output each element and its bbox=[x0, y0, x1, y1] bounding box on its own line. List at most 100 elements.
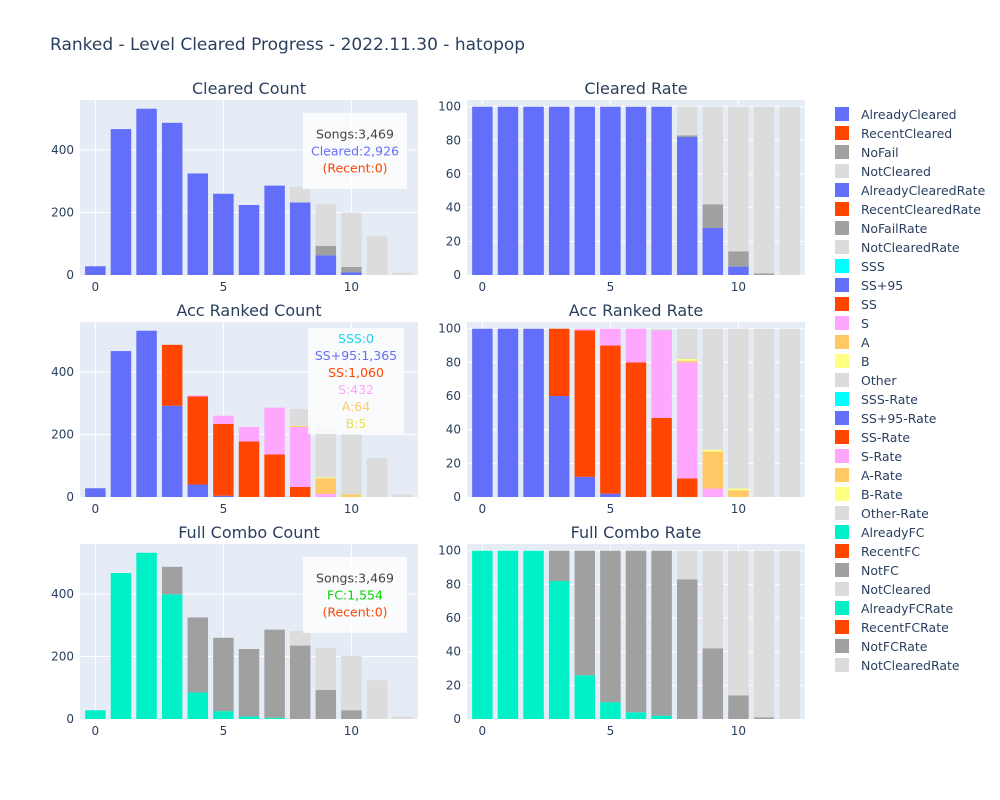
legend-label: AlreadyCleared bbox=[861, 107, 957, 122]
bar-nofailrate bbox=[753, 273, 775, 275]
bar-alreadyclearedrate bbox=[676, 137, 698, 275]
y-tick-label: 40 bbox=[446, 423, 461, 437]
bar-notcleared bbox=[341, 212, 362, 267]
legend-swatch bbox=[835, 145, 849, 159]
legend-label: RecentCleared bbox=[861, 126, 952, 141]
legend-item[interactable]: RecentClearedRate bbox=[835, 202, 981, 217]
bar-notfcrate bbox=[548, 550, 570, 582]
legend-item[interactable]: RecentFCRate bbox=[835, 620, 949, 635]
bar-s-rate bbox=[651, 330, 672, 418]
subplot-title: Cleared Count bbox=[192, 79, 306, 98]
legend-item[interactable]: NotCleared bbox=[835, 582, 931, 597]
legend-item[interactable]: SS+95-Rate bbox=[835, 411, 937, 426]
legend-item[interactable]: RecentCleared bbox=[835, 126, 952, 141]
legend-swatch bbox=[835, 126, 849, 140]
acc-ranked-rate-panel: 0 20 40 60 80 100 0 5 10 Acc Ranked Rate bbox=[438, 301, 805, 516]
legend-item[interactable]: SS+95 bbox=[835, 278, 903, 293]
y-tick-label: 80 bbox=[446, 355, 461, 369]
legend-swatch bbox=[835, 278, 849, 292]
legend-item[interactable]: AlreadyClearedRate bbox=[835, 183, 986, 198]
bar-notfc bbox=[264, 629, 285, 718]
legend-item[interactable]: AlreadyFC bbox=[835, 525, 925, 540]
bar-s bbox=[315, 493, 337, 497]
legend-item[interactable]: B-Rate bbox=[835, 487, 903, 502]
legend-swatch bbox=[835, 373, 849, 387]
legend-item[interactable]: NotClearedRate bbox=[835, 240, 960, 255]
subplot-title: Acc Ranked Count bbox=[176, 301, 321, 320]
y-tick-label: 80 bbox=[446, 577, 461, 591]
legend-item[interactable]: RecentFC bbox=[835, 544, 920, 559]
legend-swatch bbox=[835, 354, 849, 368]
bar-other bbox=[341, 434, 362, 495]
legend-item[interactable]: NotFCRate bbox=[835, 639, 928, 654]
legend-label: S bbox=[861, 316, 869, 331]
legend-item[interactable]: NotFC bbox=[835, 563, 899, 578]
bar-alreadycleared bbox=[341, 272, 362, 275]
y-tick-label: 400 bbox=[51, 143, 74, 157]
x-tick-label: 10 bbox=[344, 724, 359, 738]
y-tick-label: 200 bbox=[51, 206, 74, 220]
bar-notfc bbox=[238, 649, 260, 717]
bar-notfcrate bbox=[728, 695, 749, 719]
legend-label: SS+95-Rate bbox=[861, 411, 937, 426]
bar-alreadycleared bbox=[289, 202, 311, 275]
annotation-line: (Recent:0) bbox=[322, 605, 387, 620]
legend-item[interactable]: A bbox=[835, 335, 870, 350]
legend-label: RecentClearedRate bbox=[861, 202, 981, 217]
bar-notfcrate bbox=[574, 550, 596, 676]
y-tick-label: 0 bbox=[66, 712, 74, 726]
bar-notfc bbox=[315, 689, 337, 719]
x-tick-label: 5 bbox=[607, 280, 615, 294]
bar-a-rate bbox=[676, 360, 698, 363]
legend-item[interactable]: Other bbox=[835, 373, 897, 388]
legend-label: A bbox=[861, 335, 870, 350]
bar-alreadyfcrate bbox=[523, 550, 544, 719]
legend-swatch bbox=[835, 430, 849, 444]
bar-s bbox=[238, 427, 260, 442]
legend-item[interactable]: NotClearedRate bbox=[835, 658, 960, 673]
legend-swatch bbox=[835, 525, 849, 539]
annotation-line: Songs:3,469 bbox=[316, 571, 394, 586]
bar-ss-rate bbox=[625, 362, 647, 497]
legend-label: Other bbox=[861, 373, 897, 388]
bar-s-rate bbox=[676, 362, 698, 479]
bar-ss-95-rate bbox=[548, 396, 570, 497]
legend-item[interactable]: AlreadyFCRate bbox=[835, 601, 953, 616]
bar-alreadyclearedrate bbox=[548, 106, 570, 275]
bar-alreadyclearedrate bbox=[600, 106, 621, 275]
y-tick-label: 100 bbox=[438, 544, 461, 558]
legend-item[interactable]: A-Rate bbox=[835, 468, 903, 483]
legend-swatch bbox=[835, 183, 849, 197]
legend-item[interactable]: S bbox=[835, 316, 869, 331]
bar-notclearedrate bbox=[702, 106, 724, 205]
bar-s bbox=[264, 407, 285, 455]
bar-alreadyclearedrate bbox=[651, 106, 672, 275]
legend-label: NoFailRate bbox=[861, 221, 928, 236]
legend-item[interactable]: S-Rate bbox=[835, 449, 902, 464]
annotation-line: B:5 bbox=[346, 416, 367, 431]
legend-item[interactable]: B bbox=[835, 354, 870, 369]
legend-item[interactable]: Other-Rate bbox=[835, 506, 929, 521]
bar-notcleared bbox=[315, 648, 337, 690]
bar-ss bbox=[264, 454, 285, 497]
bar-alreadycleared bbox=[110, 129, 132, 275]
legend-swatch bbox=[835, 487, 849, 501]
y-tick-label: 20 bbox=[446, 456, 461, 470]
legend-item[interactable]: NoFail bbox=[835, 145, 899, 160]
legend-item[interactable]: NoFailRate bbox=[835, 221, 928, 236]
annotation-line: SSS:0 bbox=[338, 331, 374, 346]
legend-item[interactable]: SS bbox=[835, 297, 877, 312]
legend-swatch bbox=[835, 544, 849, 558]
legend-item[interactable]: SSS-Rate bbox=[835, 392, 918, 407]
y-tick-label: 400 bbox=[51, 587, 74, 601]
legend-item[interactable]: SSS bbox=[835, 259, 885, 274]
bar-a bbox=[315, 478, 337, 494]
bar-other bbox=[366, 458, 388, 497]
legend-item[interactable]: NotCleared bbox=[835, 164, 931, 179]
legend-label: RecentFC bbox=[861, 544, 920, 559]
legend-item[interactable]: SS-Rate bbox=[835, 430, 910, 445]
legend-item[interactable]: AlreadyCleared bbox=[835, 107, 957, 122]
bar-notfcrate bbox=[753, 717, 775, 719]
bar-notclearedrate bbox=[702, 550, 724, 649]
